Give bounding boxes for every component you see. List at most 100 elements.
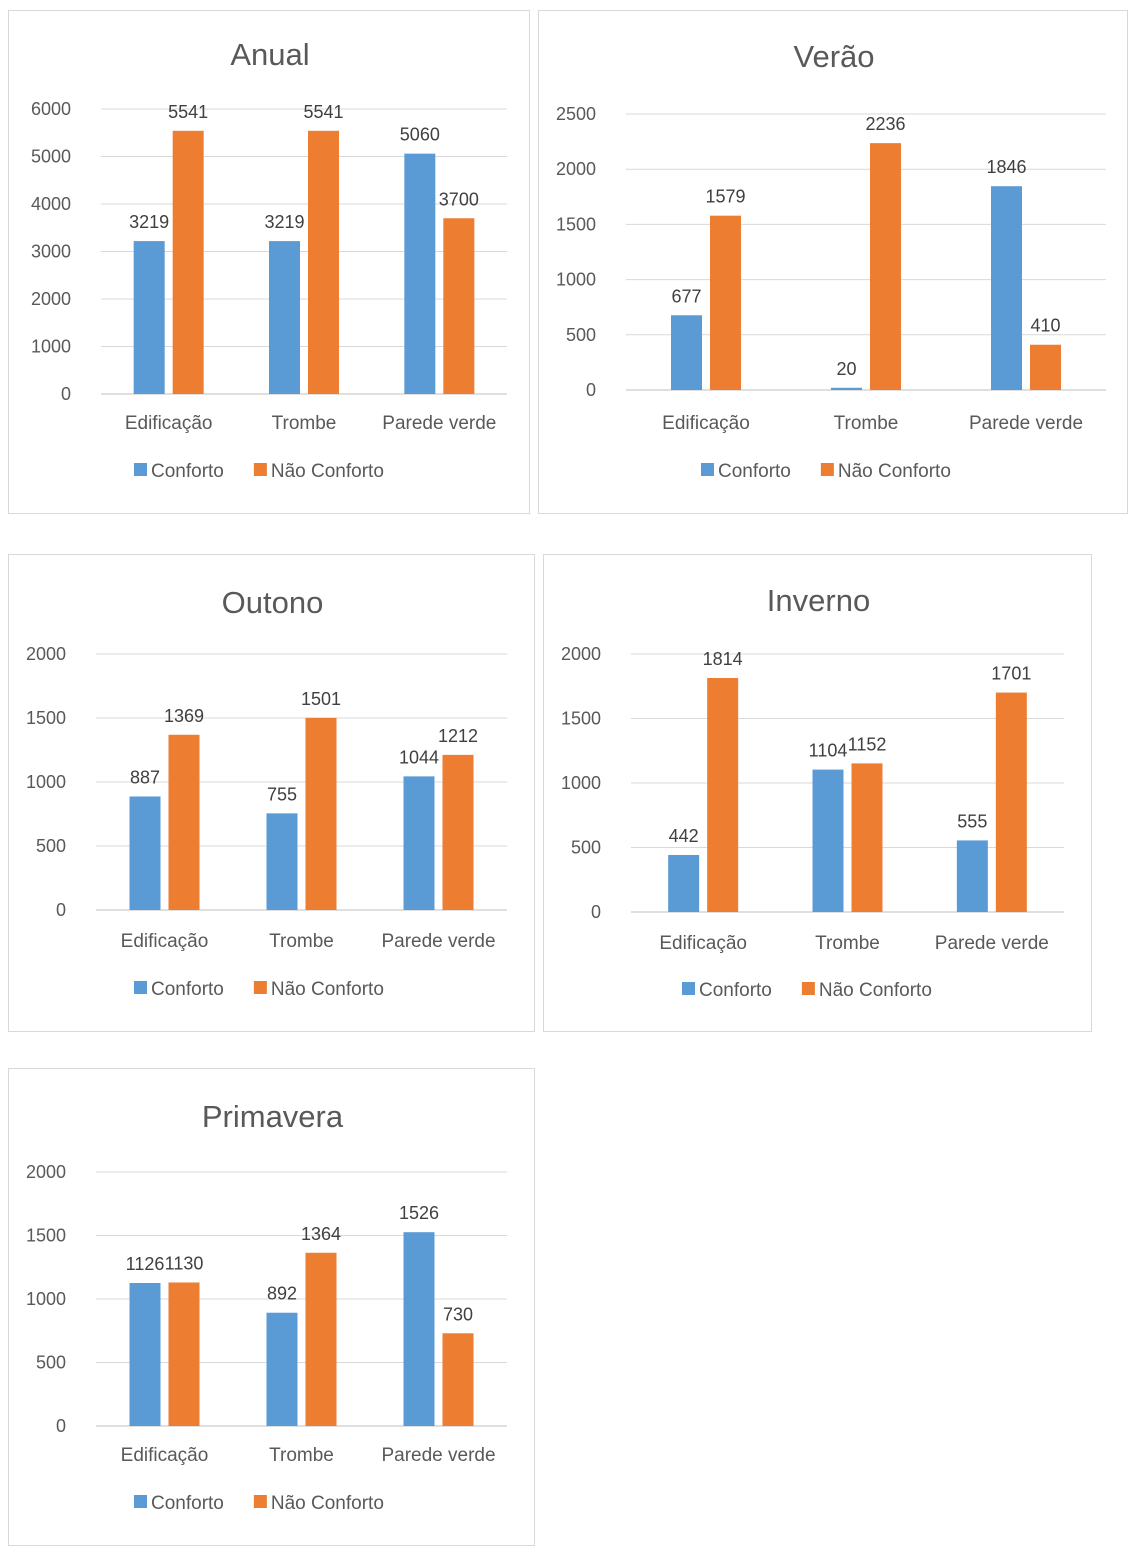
y-tick-label: 500: [571, 838, 601, 858]
legend-label-conforto: Conforto: [151, 1493, 224, 1514]
chart-title: Primavera: [202, 1099, 344, 1134]
x-tick-label: Trombe: [815, 933, 880, 954]
bar-conforto-edificacao: [133, 241, 165, 394]
y-tick-label: 2000: [26, 644, 66, 664]
bar-nao-conforto-trombe: [870, 143, 901, 390]
y-tick-label: 1500: [556, 214, 596, 234]
legend-swatch-conforto: [701, 463, 714, 476]
chart-panel-primavera: Primavera 0 500 1000 1500 2000 1126 1130 Edifica…: [8, 1068, 535, 1546]
y-tick-label: 0: [586, 380, 596, 400]
data-label: 755: [267, 784, 297, 804]
x-tick-label: Trombe: [834, 413, 899, 434]
chart-title: Outono: [222, 585, 324, 620]
bar-nao-conforto-parede-verde: [442, 754, 474, 910]
bar-nao-conforto-trombe: [851, 763, 883, 912]
x-tick-label: Parede verde: [969, 413, 1083, 434]
data-label: 1152: [848, 734, 887, 754]
bar-conforto-trombe: [269, 241, 300, 394]
y-tick-label: 0: [56, 900, 66, 920]
data-label: 5060: [400, 125, 440, 145]
data-label: 1044: [399, 747, 439, 767]
data-label: 892: [267, 1284, 297, 1304]
data-label: 442: [669, 826, 699, 846]
legend-swatch-nao-conforto: [253, 1495, 267, 1508]
y-tick-label: 1000: [26, 1289, 66, 1309]
bar-nao-conforto-parede-verde: [442, 1333, 474, 1426]
data-label: 677: [671, 286, 701, 306]
y-tick-label: 500: [566, 325, 596, 345]
y-tick-label: 1500: [561, 709, 601, 729]
legend-label-conforto: Conforto: [151, 979, 224, 1000]
x-tick-label: Edificação: [662, 413, 750, 434]
chart-verao: Verão 0 500 1000 1500 2000 2500 677 1579 Edificaç…: [556, 39, 1106, 482]
y-tick-label: 2000: [31, 289, 71, 309]
bar-conforto-edificacao: [129, 1282, 161, 1426]
data-label: 5541: [303, 102, 343, 122]
legend-label-conforto: Conforto: [699, 980, 772, 1001]
y-tick-label: 5000: [31, 147, 71, 167]
legend-swatch-nao-conforto: [801, 982, 815, 995]
legend-swatch-conforto: [134, 463, 147, 476]
data-label: 1369: [164, 706, 204, 726]
bar-conforto-trombe: [812, 769, 844, 912]
data-label: 5541: [168, 102, 208, 122]
y-tick-label: 1500: [26, 1226, 66, 1246]
bar-conforto-trombe: [266, 1312, 298, 1426]
data-label: 1104: [809, 741, 848, 761]
y-tick-label: 1000: [561, 773, 601, 793]
data-label: 1526: [399, 1203, 439, 1223]
data-label: 1364: [301, 1224, 341, 1244]
bar-conforto-parede-verde: [403, 1232, 435, 1426]
y-tick-label: 2500: [556, 104, 596, 124]
chart-panel-anual: Anual 0 1000 2000 3000 4000 5000 6000 3219 5541 Ed…: [8, 10, 530, 514]
legend-swatch-nao-conforto: [820, 463, 834, 476]
x-tick-label: Trombe: [269, 1445, 334, 1466]
chart-panel-outono: Outono 0 500 1000 1500 2000 887 1369 Edificação 7…: [8, 554, 535, 1032]
bar-nao-conforto-edificacao: [707, 677, 739, 912]
y-tick-label: 0: [61, 384, 71, 404]
data-label: 2236: [865, 114, 905, 134]
x-tick-label: Trombe: [269, 931, 334, 952]
y-tick-label: 2000: [26, 1162, 66, 1182]
bar-conforto-edificacao: [668, 854, 700, 912]
y-tick-label: 3000: [31, 242, 71, 262]
data-label: 3219: [264, 212, 304, 232]
bar-conforto-edificacao: [129, 796, 161, 910]
chart-title: Verão: [793, 39, 874, 74]
data-label: 1126: [126, 1254, 165, 1274]
legend-label-nao-conforto: Não Conforto: [838, 461, 951, 482]
bar-conforto-parede-verde: [404, 153, 436, 394]
legend-label-nao-conforto: Não Conforto: [271, 461, 384, 482]
chart-anual: Anual 0 1000 2000 3000 4000 5000 6000 3219 5541 Ed…: [31, 37, 507, 482]
data-label: 3219: [129, 212, 169, 232]
bar-nao-conforto-edificacao: [710, 215, 741, 390]
chart-outono: Outono 0 500 1000 1500 2000 887 1369 Edificação 7…: [26, 585, 507, 1000]
y-tick-label: 1000: [556, 270, 596, 290]
bar-conforto-parede-verde: [991, 186, 1022, 390]
data-label: 1130: [165, 1253, 204, 1273]
bar-conforto-parede-verde: [956, 840, 988, 912]
bar-nao-conforto-edificacao: [168, 1282, 200, 1426]
data-label: 20: [836, 359, 856, 379]
y-tick-label: 2000: [561, 644, 601, 664]
x-tick-label: Parede verde: [381, 1445, 495, 1466]
chart-panel-verao: Verão 0 500 1000 1500 2000 2500 677 1579 Edificaç…: [538, 10, 1128, 514]
bar-nao-conforto-trombe: [308, 130, 339, 394]
legend-label-conforto: Conforto: [718, 461, 791, 482]
y-tick-label: 500: [36, 836, 66, 856]
chart-primavera: Primavera 0 500 1000 1500 2000 1126 1130 Edifica…: [26, 1099, 507, 1514]
x-tick-label: Trombe: [272, 413, 337, 434]
x-tick-label: Parede verde: [382, 413, 496, 434]
legend-label-nao-conforto: Não Conforto: [271, 979, 384, 1000]
legend-label-nao-conforto: Não Conforto: [819, 980, 932, 1001]
x-tick-label: Parede verde: [935, 933, 1049, 954]
legend-swatch-nao-conforto: [253, 463, 267, 476]
x-tick-label: Edificação: [121, 931, 209, 952]
legend-swatch-conforto: [134, 1495, 147, 1508]
legend-swatch-conforto: [682, 982, 695, 995]
bar-nao-conforto-parede-verde: [443, 218, 475, 394]
y-tick-label: 2000: [556, 159, 596, 179]
legend-label-conforto: Conforto: [151, 461, 224, 482]
bar-nao-conforto-trombe: [305, 1252, 337, 1426]
y-tick-label: 4000: [31, 194, 71, 214]
